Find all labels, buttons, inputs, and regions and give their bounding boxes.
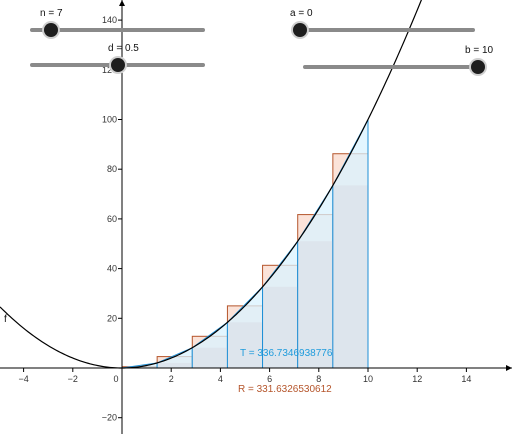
x-tick-label: 4 <box>218 374 223 384</box>
overlap-region <box>298 241 333 368</box>
slider-a-handle[interactable] <box>293 23 307 37</box>
x-tick-label: 2 <box>169 374 174 384</box>
overlap-region <box>157 362 192 368</box>
x-tick-label: 12 <box>412 374 422 384</box>
y-axis-arrow-icon <box>119 0 125 6</box>
x-tick-label: 6 <box>267 374 272 384</box>
x-tick-label: 0 <box>113 374 118 384</box>
x-axis-arrow-icon <box>506 365 512 371</box>
y-tick-label: 120 <box>102 65 117 75</box>
slider-a-label: a = 0 <box>290 8 313 19</box>
function-label: f <box>4 314 7 325</box>
slider-n[interactable]: n = 7 <box>30 8 205 40</box>
slider-b-handle[interactable] <box>471 60 485 74</box>
slider-b-label: b = 10 <box>465 45 494 56</box>
overlap-region <box>192 347 227 368</box>
overlap-region <box>333 185 368 368</box>
x-tick-label: −4 <box>18 374 28 384</box>
riemann-sum-label: R = 331.6326530612 <box>238 384 332 395</box>
y-tick-label: 140 <box>102 15 117 25</box>
trapezoid-sum-label: T = 336.7346938776 <box>240 348 333 359</box>
function-curve-f[interactable] <box>0 0 424 369</box>
x-tick-label: −2 <box>68 374 78 384</box>
y-tick-label: 40 <box>107 264 117 274</box>
x-tick-label: 8 <box>316 374 321 384</box>
slider-d-handle[interactable] <box>110 58 125 72</box>
y-tick-label: −20 <box>102 413 117 423</box>
y-tick-label: 100 <box>102 115 117 125</box>
y-tick-label: 20 <box>107 313 117 323</box>
slider-a-track[interactable] <box>300 28 475 32</box>
overlap-region <box>227 322 263 368</box>
slider-n-track[interactable] <box>30 28 205 32</box>
slider-b-track[interactable] <box>303 65 478 69</box>
slider-n-handle[interactable] <box>44 23 59 37</box>
slider-d[interactable]: d = 0.5 <box>30 43 205 75</box>
y-tick-label: 80 <box>107 164 117 174</box>
y-tick-label: 60 <box>107 214 117 224</box>
overlap-region <box>263 286 298 368</box>
x-tick-label: 10 <box>363 374 373 384</box>
slider-n-label: n = 7 <box>40 8 63 19</box>
slider-d-label: d = 0.5 <box>108 43 139 54</box>
slider-a[interactable]: a = 0 <box>290 8 475 40</box>
x-tick-label: 14 <box>461 374 471 384</box>
slider-b[interactable]: b = 10 <box>303 45 493 77</box>
